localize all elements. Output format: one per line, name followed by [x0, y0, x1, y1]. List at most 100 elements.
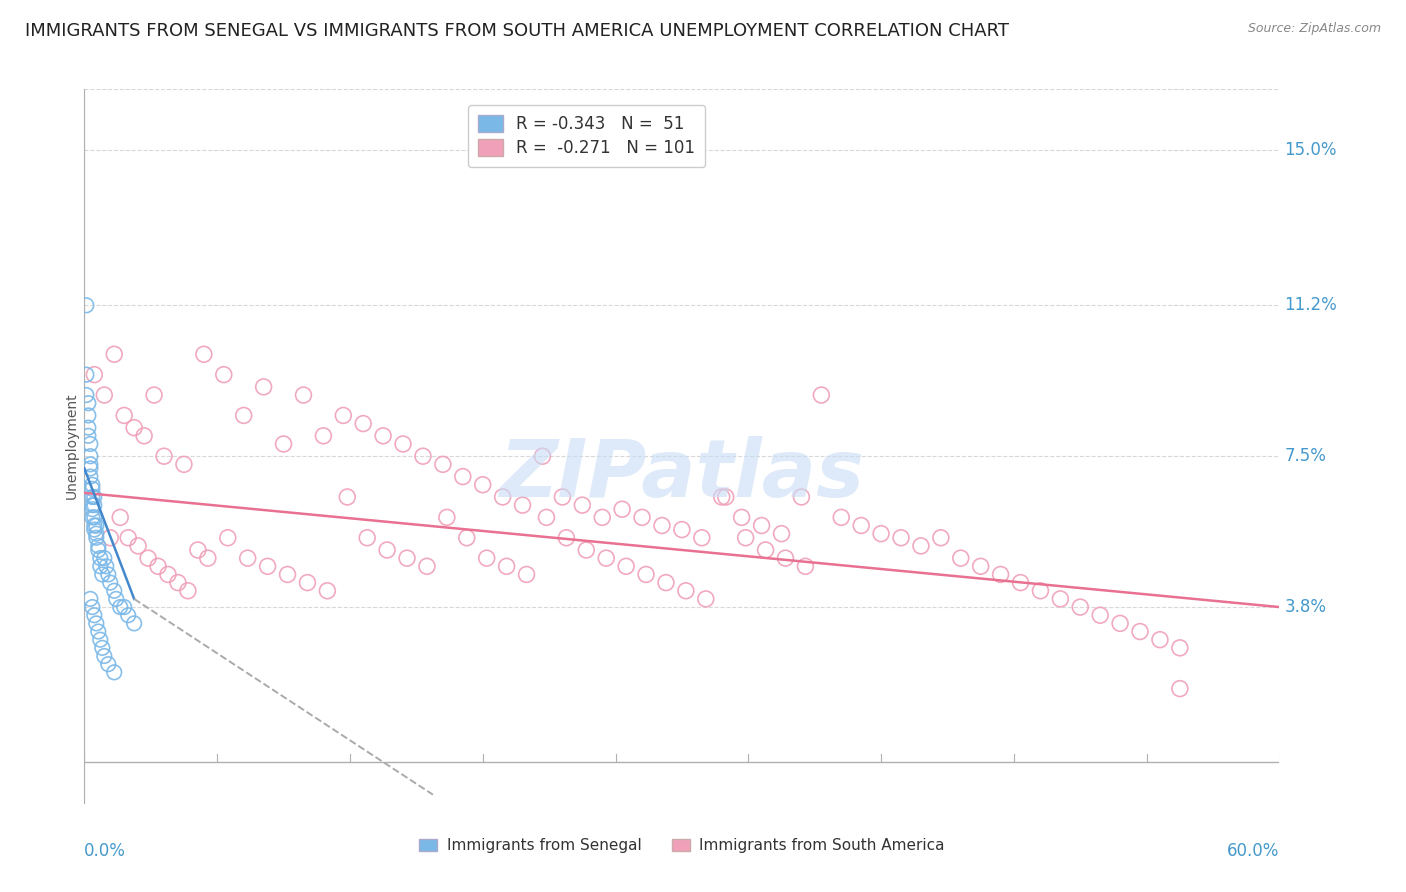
Point [375, 543, 398, 558]
Point [173, 458, 195, 472]
Point [690, 531, 713, 545]
Point [79, 437, 101, 451]
Text: 15.0%: 15.0% [1284, 141, 1337, 160]
Point [392, 437, 415, 451]
Point [571, 498, 593, 512]
Point [79, 591, 101, 606]
Point [82, 502, 104, 516]
Point [89, 551, 111, 566]
Point [471, 477, 494, 491]
Point [82, 477, 104, 491]
Point [157, 567, 180, 582]
Point [167, 575, 190, 590]
Point [122, 616, 145, 631]
Point [212, 368, 235, 382]
Text: 0.0%: 0.0% [84, 842, 127, 860]
Point [83, 523, 105, 537]
Point [734, 531, 756, 545]
Point [103, 665, 125, 680]
Point [794, 559, 817, 574]
Point [86, 518, 108, 533]
Point [91, 640, 114, 655]
Point [112, 600, 135, 615]
Point [193, 347, 215, 361]
Legend: Immigrants from Senegal, Immigrants from South America: Immigrants from Senegal, Immigrants from… [413, 832, 950, 859]
Point [1109, 616, 1132, 631]
Point [292, 388, 315, 402]
Text: Source: ZipAtlas.com: Source: ZipAtlas.com [1247, 22, 1381, 36]
Point [110, 600, 132, 615]
Point [75, 298, 97, 312]
Point [82, 498, 104, 512]
Point [87, 624, 110, 639]
Point [373, 429, 395, 443]
Point [91, 567, 114, 582]
Point [591, 510, 613, 524]
Point [356, 531, 378, 545]
Point [536, 510, 558, 524]
Point [93, 388, 115, 402]
Point [790, 490, 813, 504]
Point [87, 539, 110, 553]
Point [83, 518, 105, 533]
Point [412, 449, 434, 463]
Point [103, 583, 125, 598]
Point [316, 583, 339, 598]
Point [631, 510, 654, 524]
Point [98, 531, 121, 545]
Point [117, 608, 139, 623]
Point [810, 388, 832, 402]
Point [512, 498, 534, 512]
Point [253, 380, 276, 394]
Point [89, 632, 111, 647]
Point [77, 429, 100, 443]
Point [77, 409, 100, 423]
Point [197, 551, 219, 566]
Point [77, 420, 100, 434]
Point [775, 551, 797, 566]
Point [1168, 640, 1191, 655]
Point [217, 531, 239, 545]
Text: 60.0%: 60.0% [1227, 842, 1279, 860]
Point [82, 482, 104, 496]
Point [97, 567, 120, 582]
Point [105, 591, 128, 606]
Point [575, 543, 598, 558]
Point [277, 567, 299, 582]
Point [273, 437, 295, 451]
Point [655, 575, 678, 590]
Point [929, 531, 952, 545]
Point [614, 559, 637, 574]
Point [332, 409, 354, 423]
Point [416, 559, 439, 574]
Point [143, 388, 166, 402]
Point [177, 583, 200, 598]
Point [731, 510, 754, 524]
Point [531, 449, 554, 463]
Point [636, 567, 658, 582]
Point [675, 583, 697, 598]
Text: ZIPatlas: ZIPatlas [499, 435, 865, 514]
Point [1090, 608, 1112, 623]
Point [451, 469, 474, 483]
Point [146, 559, 169, 574]
Point [117, 531, 139, 545]
Point [495, 559, 517, 574]
Point [297, 575, 319, 590]
Point [82, 600, 104, 615]
Text: IMMIGRANTS FROM SENEGAL VS IMMIGRANTS FROM SOUTH AMERICA UNEMPLOYMENT CORRELATIO: IMMIGRANTS FROM SENEGAL VS IMMIGRANTS FR… [25, 22, 1010, 40]
Point [830, 510, 852, 524]
Point [312, 429, 335, 443]
Point [79, 449, 101, 463]
Point [432, 458, 454, 472]
Point [89, 559, 111, 574]
Point [132, 429, 156, 443]
Point [112, 409, 135, 423]
Point [714, 490, 737, 504]
Point [97, 657, 120, 672]
Y-axis label: Unemployment: Unemployment [65, 392, 79, 500]
Point [98, 575, 121, 590]
Point [136, 551, 159, 566]
Point [1168, 681, 1191, 696]
Point [910, 539, 932, 553]
